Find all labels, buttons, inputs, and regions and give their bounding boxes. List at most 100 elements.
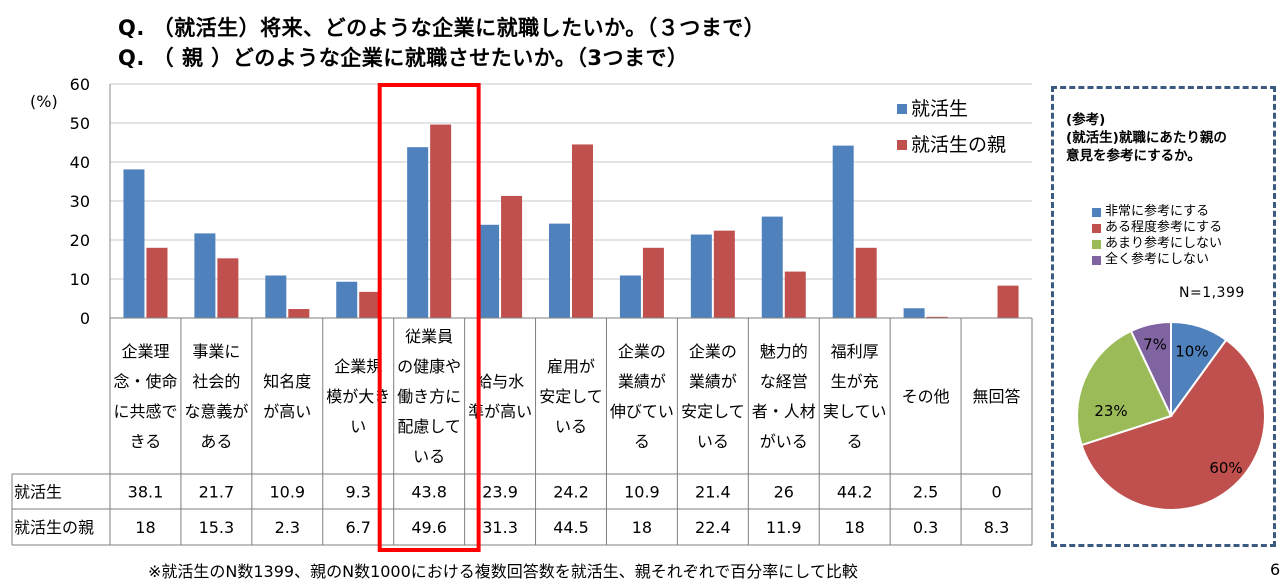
- bar-parent-1: [217, 258, 239, 318]
- bar-parent-11: [926, 316, 948, 318]
- pie-slice-label: 60%: [1209, 459, 1242, 477]
- reference-title-line: 意見を参考にするか。: [1066, 148, 1201, 164]
- table-cell: 49.6: [411, 518, 447, 537]
- category-label: 企業規: [334, 357, 382, 376]
- bar-parent-8: [713, 230, 735, 318]
- question-students: Q. （就活生）将来、どのような企業に就職したいか。（３つまで）: [118, 16, 766, 40]
- pie-legend-label: 全く参考にしない: [1105, 252, 1210, 267]
- pie-legend-item: あまり参考にしない: [1092, 236, 1222, 252]
- table-cell: 44.5: [553, 518, 589, 537]
- table-cell: 9.3: [346, 483, 371, 502]
- bar-parent-4: [430, 124, 452, 318]
- table-cell: 18: [135, 518, 155, 537]
- category-label: 従業員: [405, 327, 453, 346]
- pie-legend-swatch: [1092, 239, 1101, 249]
- category-label: いる: [697, 432, 729, 451]
- bar-student-3: [336, 281, 358, 318]
- reference-panel: (参考) (就活生)就職にあたり親の 意見を参考にするか。 非常に参考にする ある程度…: [1051, 86, 1276, 547]
- category-label: な意義が: [184, 402, 248, 421]
- y-tick-label: 20: [70, 231, 90, 250]
- bar-student-2: [265, 275, 287, 318]
- y-tick-label: 60: [70, 75, 90, 94]
- pie-legend-label: あまり参考にしない: [1105, 236, 1223, 251]
- category-label: の健康や: [397, 357, 461, 376]
- table-cell: 0.3: [913, 518, 938, 537]
- category-label: 安定して: [681, 402, 745, 421]
- bar-parent-2: [288, 309, 310, 318]
- category-label: 社会的: [192, 372, 240, 391]
- category-label: 雇用が: [547, 357, 595, 376]
- bar-student-0: [123, 169, 145, 318]
- bar-student-5: [478, 224, 500, 318]
- category-label: 魅力的: [760, 342, 808, 361]
- category-label: 配慮して: [397, 417, 461, 436]
- pie-slice-label: 7%: [1143, 335, 1167, 353]
- table-cell: 15.3: [199, 518, 235, 537]
- category-label: 無回答: [973, 387, 1021, 406]
- legend-swatch: [897, 104, 907, 114]
- bar-student-7: [619, 275, 641, 318]
- bar-parent-0: [146, 247, 168, 318]
- category-label: 事業に: [192, 342, 240, 361]
- category-label: 企業の: [618, 342, 666, 361]
- category-label: 給与水: [476, 372, 524, 391]
- bar-student-4: [407, 147, 429, 318]
- pie-legend-label: 非常に参考にする: [1105, 204, 1210, 219]
- pie-slice-label: 10%: [1175, 343, 1208, 361]
- category-label: 企業理: [121, 342, 169, 361]
- footnote: ※就活生のN数1399、親のN数1000における複数回答数を就活生、親それぞれで…: [148, 562, 858, 581]
- bar-student-10: [832, 145, 854, 318]
- table-cell: 2.3: [275, 518, 300, 537]
- pie-slice-label: 23%: [1094, 402, 1127, 420]
- category-label: な経営: [760, 372, 808, 391]
- bar-student-9: [761, 216, 783, 318]
- table-cell: 0: [991, 483, 1001, 502]
- pie-legend-swatch: [1092, 207, 1101, 217]
- pie-slice-1: [1080, 338, 1266, 511]
- category-label: 業績が: [689, 372, 737, 391]
- y-tick-label: 10: [70, 270, 90, 289]
- category-label: 業績が: [618, 372, 666, 391]
- category-label: 働き方に: [397, 387, 461, 406]
- category-label: 企業の: [689, 342, 737, 361]
- bar-parent-3: [359, 291, 381, 318]
- category-label: 安定して: [539, 387, 603, 406]
- bar-student-6: [549, 223, 570, 318]
- category-label: 実してい: [823, 402, 887, 421]
- category-label: いる: [555, 417, 587, 436]
- pie-legend-item: ある程度参考にする: [1092, 220, 1222, 236]
- table-cell: 38.1: [128, 483, 164, 502]
- question-parents: Q. （ 親 ）どのような企業に就職させたいか。（3つまで）: [118, 46, 689, 70]
- table-cell: 31.3: [482, 518, 518, 537]
- sample-size-label: N=1,399: [1179, 285, 1245, 301]
- pie-legend-swatch: [1092, 255, 1101, 265]
- bar-student-11: [903, 308, 925, 318]
- y-tick-label: 30: [70, 192, 90, 211]
- table-cell: 11.9: [766, 518, 802, 537]
- y-tick-label: 0: [80, 309, 90, 328]
- table-cell: 24.2: [553, 483, 589, 502]
- legend-swatch: [897, 140, 907, 150]
- category-label: いる: [413, 447, 445, 466]
- pie-legend-swatch: [1092, 223, 1101, 233]
- table-cell: 22.4: [695, 518, 731, 537]
- category-label: その他: [902, 387, 950, 406]
- y-axis-unit: (%): [30, 92, 58, 111]
- table-cell: 8.3: [984, 518, 1009, 537]
- pie-legend: 非常に参考にする ある程度参考にする あまり参考にしない 全く参考にしない: [1092, 204, 1222, 268]
- table-cell: 21.7: [199, 483, 235, 502]
- category-label: 模が大き: [326, 387, 390, 406]
- category-label: 生が充: [831, 372, 879, 391]
- table-cell: 10.9: [269, 483, 305, 502]
- table-cell: 23.9: [482, 483, 518, 502]
- y-tick-label: 50: [70, 114, 90, 133]
- table-cell: 21.4: [695, 483, 731, 502]
- highlight-frame: [377, 83, 481, 552]
- reference-title-line: (参考): [1066, 112, 1106, 128]
- table-cell: 18: [845, 518, 865, 537]
- category-label: 知名度: [263, 372, 311, 391]
- category-label: 準が高い: [468, 402, 532, 421]
- reference-title: (参考) (就活生)就職にあたり親の 意見を参考にするか。: [1066, 111, 1227, 165]
- bar-parent-6: [572, 144, 593, 318]
